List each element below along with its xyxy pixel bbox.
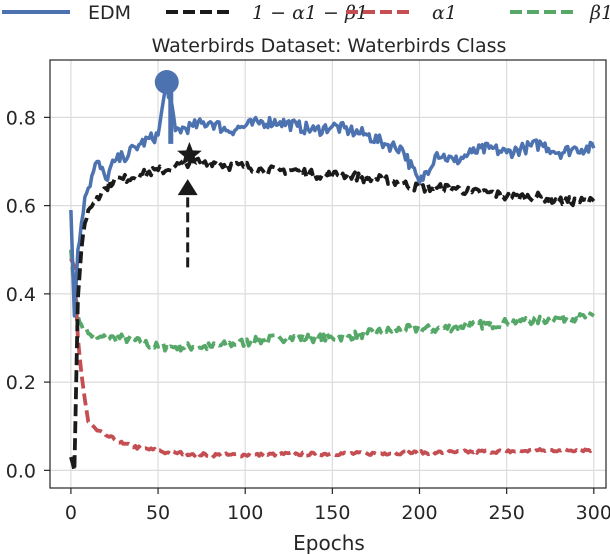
plot-area-frame [49, 59, 607, 489]
x-tick-label: 50 [146, 502, 170, 524]
x-tick-label: 300 [576, 502, 610, 524]
y-tick-label: 0.6 [6, 196, 36, 218]
x-tick-label: 100 [227, 502, 263, 524]
legend-label: α1 [432, 2, 457, 24]
grid [50, 60, 606, 488]
y-tick-label: 0.8 [6, 107, 36, 129]
y-tick-label: 0.2 [6, 372, 36, 394]
x-tick-label: 250 [489, 502, 525, 524]
series-line [69, 249, 595, 353]
y-tick-label: 0.0 [6, 460, 36, 482]
x-tick-label: 150 [314, 502, 350, 524]
x-tick-label: 200 [401, 502, 437, 524]
x-tick-label: 0 [65, 502, 77, 524]
annotation-arrow-head [177, 179, 198, 196]
series-layer [69, 80, 596, 473]
series-line [69, 80, 596, 318]
edm-peak-marker [154, 70, 179, 95]
series-line [69, 155, 596, 473]
y-tick-label: 0.4 [6, 284, 36, 306]
legend-label: 1 − α1 − β1 [252, 2, 368, 24]
chart-title: Waterbirds Dataset: Waterbirds Class [152, 35, 507, 57]
plot-background [50, 60, 606, 488]
legend-label: β1 [589, 2, 610, 24]
star-marker [177, 141, 202, 166]
ticks: 0 50 100 150 200 250 300 0.0 0.2 0.4 0.6 0.8 [6, 107, 610, 524]
series-line [69, 257, 595, 459]
annotations [154, 70, 202, 268]
legend-label: EDM [88, 2, 131, 24]
legend: EDM 1 − α1 − β1 α1 β1 [2, 2, 610, 24]
x-axis-label: Epochs [293, 531, 365, 554]
